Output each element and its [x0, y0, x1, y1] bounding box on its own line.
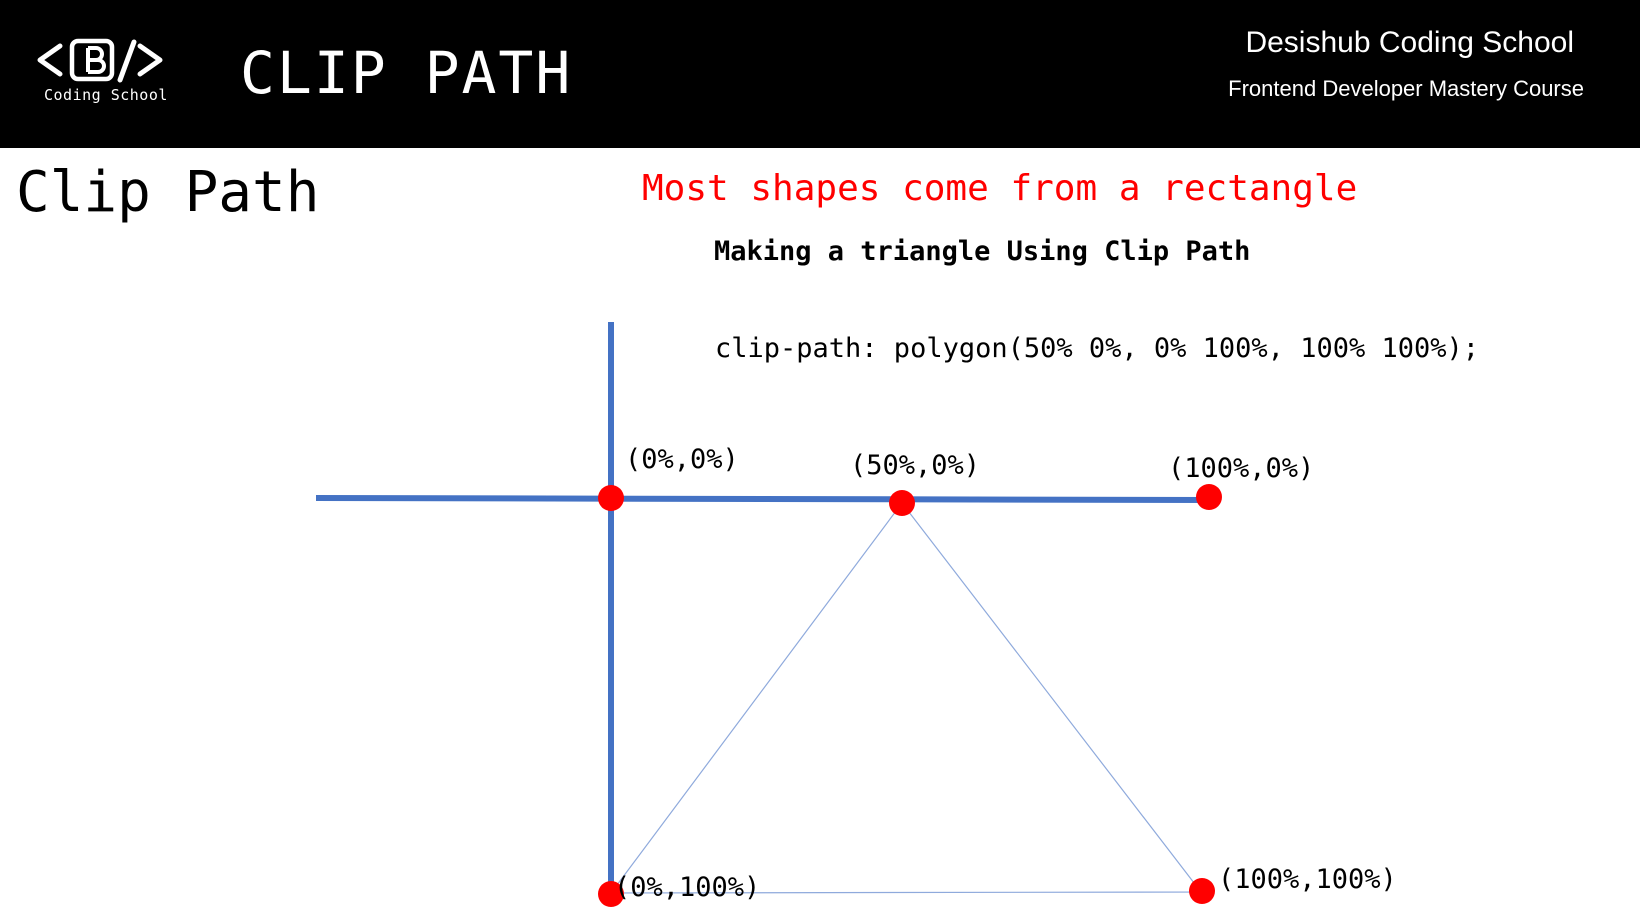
headline: Most shapes come from a rectangle [642, 168, 1358, 209]
point-label-top-center: (50%,0%) [850, 450, 980, 481]
school-name: Desishub Coding School [1245, 26, 1574, 59]
course-name: Frontend Developer Mastery Course [1228, 76, 1584, 101]
triangle-shape [609, 502, 1203, 894]
code-logo-icon [37, 38, 163, 83]
point-label-top-left: (0%,0%) [625, 444, 739, 475]
point-bottom-left [598, 881, 624, 907]
slide-title: Clip Path [16, 160, 320, 225]
logo-text: Coding School [44, 86, 168, 104]
code-snippet: clip-path: polygon(50% 0%, 0% 100%, 100%… [715, 333, 1480, 364]
point-label-top-right: (100%,0%) [1168, 453, 1314, 484]
point-label-bottom-left: (0%,100%) [614, 872, 760, 903]
point-top-right [1196, 484, 1222, 510]
point-top-left [598, 485, 624, 511]
subheading: Making a triangle Using Clip Path [714, 236, 1251, 267]
point-top-center [889, 490, 915, 516]
x-axis-line [315, 495, 1211, 503]
point-bottom-right [1189, 878, 1215, 904]
logo: Coding School [36, 36, 168, 106]
point-label-bottom-right: (100%,100%) [1218, 864, 1397, 895]
header-title: CLIP PATH [240, 39, 573, 107]
header-bar: Coding School CLIP PATH Desishub Coding … [0, 0, 1640, 148]
